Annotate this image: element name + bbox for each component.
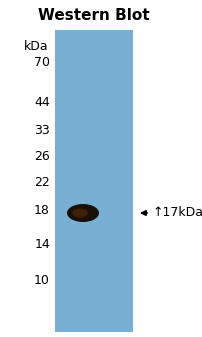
Text: 44: 44 bbox=[34, 96, 50, 110]
Text: 10: 10 bbox=[34, 274, 50, 286]
Text: kDa: kDa bbox=[24, 40, 48, 54]
Text: 33: 33 bbox=[34, 124, 50, 137]
Text: 22: 22 bbox=[34, 176, 50, 188]
Ellipse shape bbox=[72, 209, 87, 217]
Text: ↑17kDa: ↑17kDa bbox=[151, 207, 202, 219]
Text: Western Blot: Western Blot bbox=[38, 8, 149, 24]
Text: 70: 70 bbox=[34, 57, 50, 69]
Text: 14: 14 bbox=[34, 239, 50, 251]
Ellipse shape bbox=[67, 204, 99, 222]
Text: 26: 26 bbox=[34, 151, 50, 163]
Text: 18: 18 bbox=[34, 204, 50, 216]
Bar bbox=[55, 30, 132, 332]
